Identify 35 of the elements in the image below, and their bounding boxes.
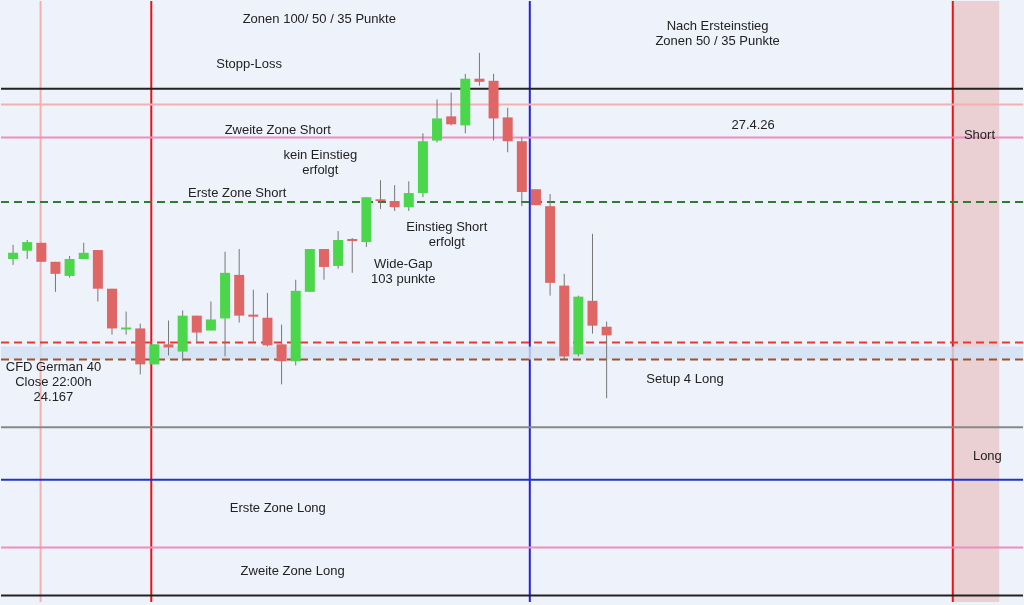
annotation: Zweite Zone Short (224, 122, 332, 138)
candlestick (389, 184, 400, 212)
annotation: Wide-Gap 103 punkte (371, 256, 436, 287)
candlestick (121, 311, 132, 336)
candlestick (276, 324, 287, 385)
annotation: Zweite Zone Long (240, 563, 345, 579)
candlestick (205, 301, 216, 332)
annotation: Zonen 100/ 50 / 35 Punkte (242, 10, 396, 26)
candlestick (446, 92, 457, 126)
candlestick (601, 321, 612, 399)
text: 27.4.26 (731, 117, 775, 133)
annotation: Erste Zone Short (188, 184, 287, 200)
annotation: Einstieg Short erfolgt (406, 219, 488, 250)
candlestick (318, 248, 329, 281)
candlestick (474, 52, 485, 87)
annotation: Stopp-Loss (216, 55, 283, 71)
candlestick (403, 180, 414, 212)
text: Long (972, 447, 1002, 463)
annotation: CFD German 40 Close 22:00h 24.167 (5, 358, 102, 404)
candlestick (347, 237, 358, 274)
candlestick (191, 315, 202, 344)
candlestick (502, 107, 513, 153)
text: Short (963, 127, 996, 143)
candlestick (375, 179, 386, 210)
text: Setup 4 Long (646, 371, 724, 387)
candlestick (432, 98, 443, 143)
annotation: Erste Zone Long (229, 499, 326, 515)
candlestick (163, 320, 174, 356)
candlestick (50, 261, 61, 293)
candlestick (248, 289, 259, 343)
candlestick (64, 255, 75, 279)
candlestick (22, 239, 33, 260)
candlestick (8, 244, 19, 266)
text: Nach Ersteinstieg Zonen 50 / 35 Punkte (655, 17, 780, 48)
annotation: kein Einstieg erfolgt (283, 146, 358, 177)
